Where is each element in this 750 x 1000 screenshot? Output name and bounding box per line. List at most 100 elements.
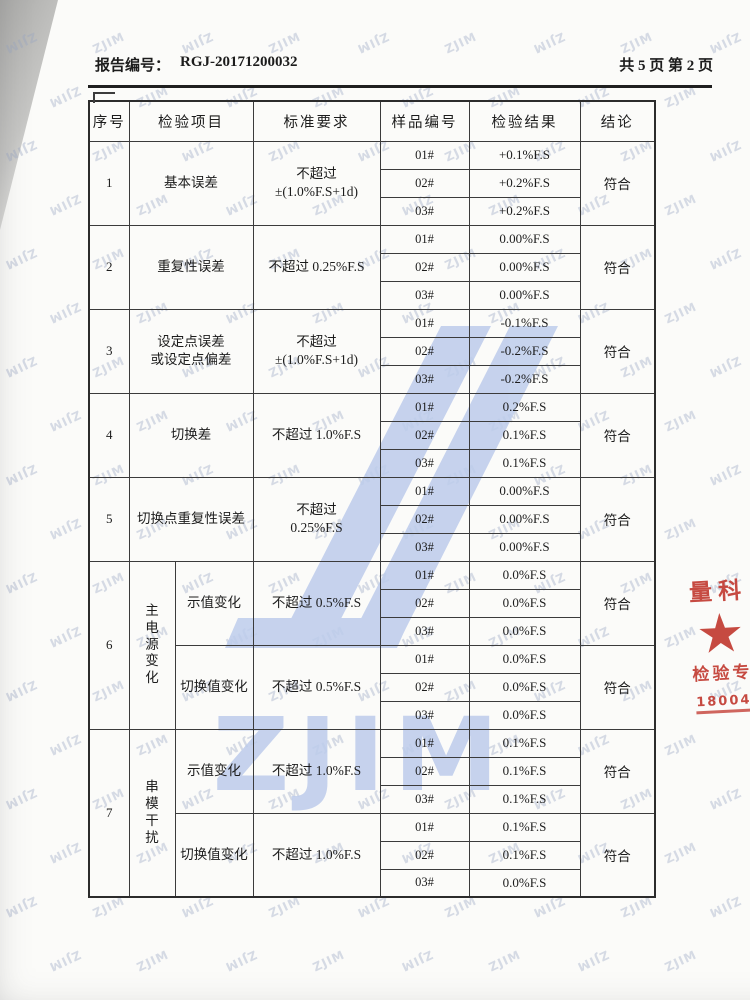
- watermark-tile-text: ZJIM: [354, 29, 391, 57]
- conclusion-cell: 符合: [579, 560, 656, 646]
- watermark-tile-text: ZJIM: [2, 569, 39, 597]
- watermark-tile-text: ZJIM: [662, 299, 699, 327]
- watermark-tile-text: ZJIM: [530, 29, 567, 57]
- row-number-cell: 7: [88, 728, 130, 898]
- watermark-tile-text: ZJIM: [662, 407, 699, 435]
- inspection-stamp: 量科 ★ 检验专 18004: [679, 578, 750, 715]
- watermark-tile-text: ZJIM: [399, 0, 435, 2]
- sample-id-cell: 03#: [379, 280, 470, 310]
- sample-id-cell: 01#: [379, 812, 470, 842]
- row-number-cell: 2: [88, 224, 130, 310]
- item-cell: 切换值变化: [174, 812, 254, 898]
- item-cell: 示值变化: [174, 728, 254, 814]
- watermark-tile-text: ZJIM: [46, 731, 83, 759]
- table-header: 序号 检验项目 标准要求 样品编号 检验结果 结论: [88, 100, 656, 142]
- table-body: 1 基本误差 不超过 ±(1.0%F.S+1d) 01# +0.1%F.S 符合 02# +0.…: [88, 140, 656, 898]
- watermark-tile-text: ZJIM: [222, 947, 259, 975]
- watermark-tile-text: ZJIM: [2, 353, 39, 381]
- watermark-tile-text: ZJIM: [2, 677, 39, 705]
- item-cell: 基本误差: [128, 140, 254, 226]
- sample-id-cell: 03#: [379, 868, 470, 898]
- item-cell: 重复性误差: [128, 224, 254, 310]
- conclusion-cell: 符合: [579, 728, 656, 814]
- watermark-tile-text: ZJIM: [2, 785, 39, 813]
- watermark-tile-text: ZJIM: [2, 245, 39, 273]
- report-number-label: 报告编号：: [95, 58, 171, 74]
- sample-id-cell: 02#: [379, 252, 470, 282]
- sample-id-cell: 03#: [379, 700, 470, 730]
- sample-id-cell: 01#: [379, 728, 470, 758]
- watermark-tile-text: ZJIM: [266, 29, 303, 57]
- sample-id-cell: 01#: [379, 560, 470, 590]
- result-cell: 0.1%F.S: [468, 840, 581, 870]
- result-cell: -0.2%F.S: [468, 336, 581, 366]
- result-cell: 0.00%F.S: [468, 280, 581, 310]
- sample-id-cell: 02#: [379, 840, 470, 870]
- sample-id-cell: 01#: [379, 476, 470, 506]
- table-row: 2 重复性误差 不超过 0.25%F.S 01# 0.00%F.S 符合: [88, 224, 656, 310]
- sample-id-cell: 02#: [379, 168, 470, 198]
- row-number-cell: 3: [88, 308, 130, 394]
- result-cell: 0.1%F.S: [468, 812, 581, 842]
- header-row: 序号 检验项目 标准要求 样品编号 检验结果 结论: [88, 100, 656, 142]
- result-cell: +0.2%F.S: [468, 168, 581, 198]
- table-corner-tick: [93, 92, 115, 103]
- watermark-tile-text: ZJIM: [178, 29, 215, 57]
- row-number-cell: 6: [88, 560, 130, 730]
- conclusion-cell: 符合: [579, 644, 656, 730]
- watermark-tile-text: ZJIM: [135, 0, 171, 2]
- sample-id-cell: 01#: [379, 224, 470, 254]
- sample-id-cell: 03#: [379, 364, 470, 394]
- watermark-tile-text: ZJIM: [46, 623, 83, 651]
- sample-id-cell: 03#: [379, 196, 470, 226]
- watermark-tile-text: ZJIM: [706, 245, 743, 273]
- table-row: 5 切换点重复性误差 不超过 0.25%F.S 01# 0.00%F.S 符合: [88, 476, 656, 562]
- conclusion-cell: 符合: [579, 392, 656, 478]
- sample-id-cell: 01#: [379, 392, 470, 422]
- result-cell: 0.00%F.S: [468, 224, 581, 254]
- item-cell: 示值变化: [174, 560, 254, 646]
- standard-cell: 不超过 0.5%F.S: [252, 560, 381, 646]
- watermark-tile-text: ZJIM: [46, 947, 83, 975]
- watermark-tile-text: ZJIM: [662, 947, 699, 975]
- watermark-tile-text: ZJIM: [706, 353, 743, 381]
- result-cell: 0.1%F.S: [468, 784, 581, 814]
- standard-cell: 不超过 1.0%F.S: [252, 728, 381, 814]
- standard-cell: 不超过 1.0%F.S: [252, 812, 381, 898]
- watermark-tile-text: ZJIM: [574, 947, 611, 975]
- sample-id-cell: 02#: [379, 588, 470, 618]
- sample-id-cell: 01#: [379, 140, 470, 170]
- watermark-tile-text: ZJIM: [662, 191, 699, 219]
- result-cell: -0.1%F.S: [468, 308, 581, 338]
- table-row: 6 主电源变化示值变化 不超过 0.5%F.S 01# 0.0%F.S 符合: [88, 560, 656, 730]
- group-item-cell: 主电源变化: [128, 560, 176, 730]
- header-rule: [88, 85, 712, 88]
- table-row: 02# 0.00%F.S: [89, 252, 655, 282]
- column-header: 标准要求: [252, 100, 381, 142]
- watermark-tile-text: ZJIM: [223, 0, 259, 2]
- column-header: 结论: [579, 100, 656, 142]
- row-number-cell: 1: [88, 140, 130, 226]
- standard-cell: 不超过 1.0%F.S: [252, 392, 381, 478]
- result-cell: 0.0%F.S: [468, 700, 581, 730]
- sample-id-cell: 02#: [379, 672, 470, 702]
- sample-id-cell: 01#: [379, 644, 470, 674]
- table-row: 02# 0.1%F.S: [89, 840, 655, 870]
- watermark-tile-text: ZJIM: [442, 29, 479, 57]
- report-table: 序号 检验项目 标准要求 样品编号 检验结果 结论 1 基本误差 不超过 ±(1.0%F.S+1…: [88, 100, 656, 898]
- result-cell: 0.00%F.S: [468, 252, 581, 282]
- table-row: 切换值变化 不超过 0.5%F.S 01# 0.0%F.S 符合: [89, 644, 656, 730]
- watermark-tile-text: ZJIM: [706, 461, 743, 489]
- watermark-tile-text: ZJIM: [46, 299, 83, 327]
- result-cell: 0.00%F.S: [468, 532, 581, 562]
- sample-id-cell: 03#: [379, 448, 470, 478]
- watermark-tile-text: ZJIM: [487, 0, 523, 2]
- conclusion-cell: 符合: [579, 812, 656, 898]
- sample-id-cell: 03#: [379, 784, 470, 814]
- watermark-tile-text: ZJIM: [663, 0, 699, 2]
- result-cell: 0.0%F.S: [468, 672, 581, 702]
- watermark-tile-text: ZJIM: [662, 839, 699, 867]
- result-cell: 0.0%F.S: [468, 868, 581, 898]
- table-row: 1 基本误差 不超过 ±(1.0%F.S+1d) 01# +0.1%F.S 符合: [88, 140, 656, 226]
- sample-id-cell: 02#: [379, 504, 470, 534]
